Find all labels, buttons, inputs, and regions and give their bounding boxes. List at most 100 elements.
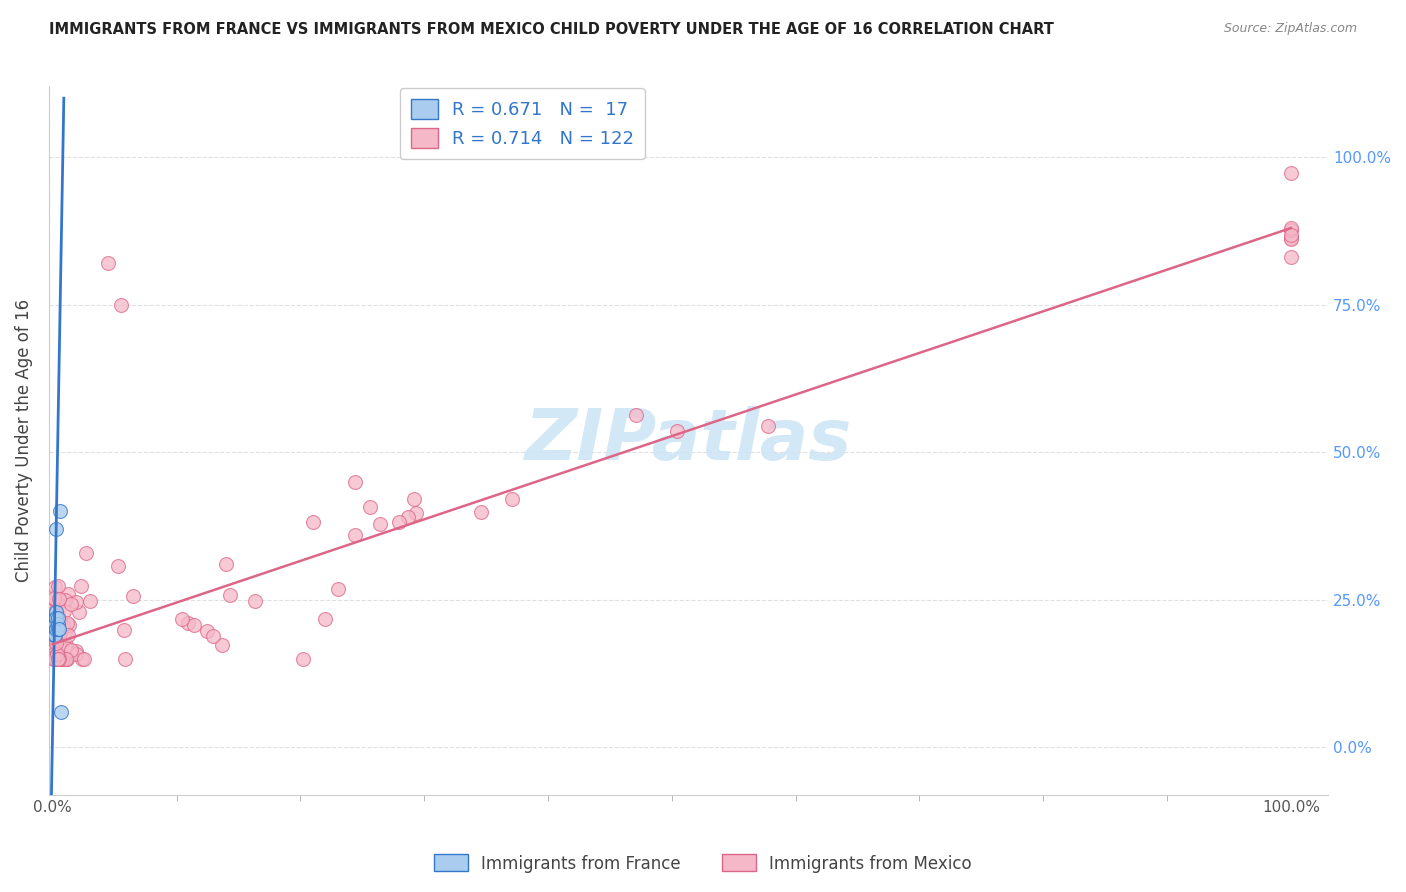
Legend: R = 0.671   N =  17, R = 0.714   N = 122: R = 0.671 N = 17, R = 0.714 N = 122 <box>399 88 645 159</box>
Point <box>501 491 523 506</box>
Point <box>58 628 80 642</box>
Point <box>48 652 70 666</box>
Point <box>49 640 72 655</box>
Point <box>1279 230 1302 244</box>
Point <box>44 580 66 594</box>
Point <box>177 616 200 631</box>
Point <box>45 647 67 661</box>
Point <box>45 652 67 666</box>
Point <box>202 629 225 643</box>
Point <box>55 638 77 652</box>
Point <box>42 652 65 666</box>
Point <box>56 587 79 601</box>
Point <box>46 652 69 666</box>
Point <box>44 616 66 631</box>
Point <box>51 652 73 666</box>
Point <box>44 610 66 624</box>
Point <box>49 614 72 628</box>
Point <box>48 629 70 643</box>
Point <box>42 649 65 664</box>
Point <box>42 620 65 634</box>
Legend: Immigrants from France, Immigrants from Mexico: Immigrants from France, Immigrants from … <box>427 847 979 880</box>
Point <box>114 652 136 666</box>
Point <box>45 623 67 637</box>
Point <box>44 591 66 605</box>
Point <box>46 616 69 631</box>
Point <box>46 634 69 648</box>
Point <box>45 605 67 619</box>
Point <box>665 425 688 439</box>
Point <box>51 652 73 666</box>
Text: ZIPatlas: ZIPatlas <box>524 406 852 475</box>
Point <box>59 647 82 661</box>
Point <box>42 652 65 666</box>
Point <box>56 615 79 630</box>
Point <box>1279 227 1302 242</box>
Point <box>56 652 79 666</box>
Point <box>170 612 193 626</box>
Point <box>48 648 70 663</box>
Point <box>396 509 419 524</box>
Point <box>65 644 87 658</box>
Point <box>42 631 65 645</box>
Point <box>1279 250 1302 264</box>
Point <box>58 618 80 632</box>
Point <box>45 652 67 666</box>
Point <box>48 591 70 606</box>
Point <box>48 646 70 660</box>
Point <box>388 515 411 529</box>
Point <box>45 522 67 536</box>
Point <box>65 595 87 609</box>
Point <box>53 652 76 666</box>
Text: Source: ZipAtlas.com: Source: ZipAtlas.com <box>1223 22 1357 36</box>
Point <box>402 491 425 506</box>
Point <box>48 652 70 666</box>
Point <box>211 638 233 652</box>
Point <box>75 546 97 560</box>
Point <box>55 652 77 666</box>
Point <box>214 558 236 572</box>
Point <box>359 500 381 514</box>
Point <box>42 628 65 642</box>
Point <box>42 591 65 606</box>
Point <box>44 652 66 666</box>
Point <box>46 610 69 624</box>
Point <box>49 642 72 657</box>
Point <box>55 625 77 640</box>
Point <box>46 610 69 624</box>
Point <box>624 408 647 422</box>
Point <box>46 628 69 642</box>
Point <box>1279 223 1302 237</box>
Point <box>756 419 779 434</box>
Point <box>97 256 120 270</box>
Point <box>52 619 75 633</box>
Point <box>114 623 136 637</box>
Point <box>45 652 67 666</box>
Point <box>46 622 69 636</box>
Text: IMMIGRANTS FROM FRANCE VS IMMIGRANTS FROM MEXICO CHILD POVERTY UNDER THE AGE OF : IMMIGRANTS FROM FRANCE VS IMMIGRANTS FRO… <box>49 22 1054 37</box>
Point <box>42 642 65 657</box>
Point <box>46 623 69 637</box>
Point <box>60 598 83 612</box>
Point <box>48 613 70 627</box>
Point <box>292 652 315 666</box>
Point <box>45 651 67 665</box>
Point <box>49 626 72 640</box>
Point <box>65 648 87 662</box>
Point <box>72 652 94 666</box>
Y-axis label: Child Poverty Under the Age of 16: Child Poverty Under the Age of 16 <box>15 299 32 582</box>
Point <box>45 612 67 626</box>
Point <box>48 652 70 666</box>
Point <box>1279 166 1302 180</box>
Point <box>49 504 72 518</box>
Point <box>45 594 67 608</box>
Point <box>52 644 75 658</box>
Point <box>45 610 67 624</box>
Point <box>44 646 66 660</box>
Point <box>44 623 66 637</box>
Point <box>45 636 67 650</box>
Point <box>59 642 82 657</box>
Point <box>314 612 336 626</box>
Point <box>79 593 101 607</box>
Point <box>46 652 69 666</box>
